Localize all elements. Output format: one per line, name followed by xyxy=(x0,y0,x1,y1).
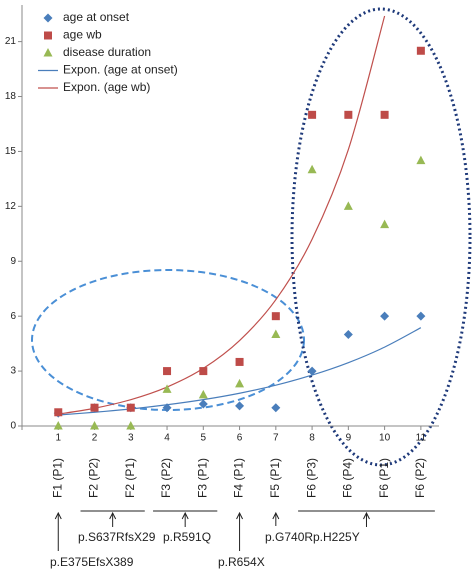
sample-label: F6 (P1) xyxy=(377,458,391,498)
point xyxy=(126,421,136,430)
x-tick-label: 6 xyxy=(237,433,243,444)
point xyxy=(198,389,208,399)
y-tick-label: 0 xyxy=(10,421,16,432)
point xyxy=(163,367,172,376)
sample-label: F6 (P3) xyxy=(304,458,318,498)
x-tick-label: 5 xyxy=(201,433,207,444)
legend-label: Expon. (age at onset) xyxy=(63,63,178,77)
y-tick-label: 15 xyxy=(5,146,17,157)
x-tick-label: 11 xyxy=(416,433,427,444)
point xyxy=(380,110,389,119)
point xyxy=(307,164,317,174)
legend-label: disease duration xyxy=(63,45,151,59)
point xyxy=(162,403,172,413)
x-tick-label: 10 xyxy=(379,433,391,444)
sample-label: F6 (P2) xyxy=(413,458,427,498)
variant-label: p.S637RfsX29 xyxy=(78,530,156,544)
sample-label: F1 (P1) xyxy=(50,458,64,498)
sample-label: F3 (P1) xyxy=(195,458,209,498)
y-tick-label: 18 xyxy=(5,91,17,102)
point xyxy=(53,421,63,430)
sample-label: F2 (P2) xyxy=(87,458,101,498)
point xyxy=(162,384,172,393)
arrow-head xyxy=(236,511,244,520)
point xyxy=(380,219,390,229)
point xyxy=(416,46,425,55)
point xyxy=(126,403,135,412)
arrow-head xyxy=(181,511,189,520)
group-ellipse xyxy=(290,7,472,467)
trend-line xyxy=(58,15,386,415)
x-tick-label: 3 xyxy=(128,433,134,444)
point xyxy=(307,366,317,376)
legend-label: age at onset xyxy=(63,10,130,24)
y-tick-label: 21 xyxy=(5,36,17,47)
sample-label: F4 (P1) xyxy=(232,458,246,498)
point xyxy=(271,329,281,338)
point xyxy=(54,408,63,417)
variant-label: p.R654X xyxy=(218,555,265,569)
point xyxy=(198,399,208,409)
arrow-head xyxy=(272,511,280,520)
point xyxy=(235,357,244,366)
arrow-head xyxy=(363,511,370,520)
y-tick-label: 12 xyxy=(5,201,17,212)
point xyxy=(271,312,280,321)
y-tick-label: 6 xyxy=(10,311,16,322)
variant-label: p.G740R xyxy=(265,530,313,544)
y-tick-label: 9 xyxy=(10,256,16,267)
x-tick-label: 7 xyxy=(273,433,279,444)
variant-label: p.R591Q xyxy=(163,530,211,544)
sample-label: F6 (P4) xyxy=(341,458,355,498)
point xyxy=(343,329,353,339)
legend-label: Expon. (age wb) xyxy=(63,80,150,94)
sample-label: F2 (P1) xyxy=(123,458,137,498)
point xyxy=(416,155,426,165)
arrow-head xyxy=(54,511,62,520)
point xyxy=(90,421,100,430)
point xyxy=(90,403,99,412)
point xyxy=(235,378,245,388)
point xyxy=(380,311,390,321)
point xyxy=(416,311,426,321)
variant-label: p.E375EfsX389 xyxy=(50,555,134,569)
x-tick-label: 8 xyxy=(309,433,315,444)
sample-label: F3 (P2) xyxy=(159,458,173,498)
point xyxy=(308,110,317,119)
legend-marker xyxy=(43,48,53,57)
legend-label: age wb xyxy=(63,28,102,42)
legend-marker xyxy=(43,13,53,23)
trend-line xyxy=(58,327,422,416)
point xyxy=(343,201,353,210)
x-tick-label: 2 xyxy=(92,433,98,444)
x-tick-label: 4 xyxy=(164,433,170,444)
legend-marker xyxy=(44,31,52,40)
point xyxy=(199,367,208,376)
x-tick-label: 9 xyxy=(346,433,352,444)
y-tick-label: 3 xyxy=(10,366,16,377)
point xyxy=(235,401,245,411)
variant-label: p.H225Y xyxy=(313,530,360,544)
point xyxy=(271,403,281,413)
x-tick-label: 1 xyxy=(55,433,61,444)
point xyxy=(344,110,353,119)
sample-label: F5 (P1) xyxy=(268,458,282,498)
arrow-head xyxy=(109,511,117,520)
